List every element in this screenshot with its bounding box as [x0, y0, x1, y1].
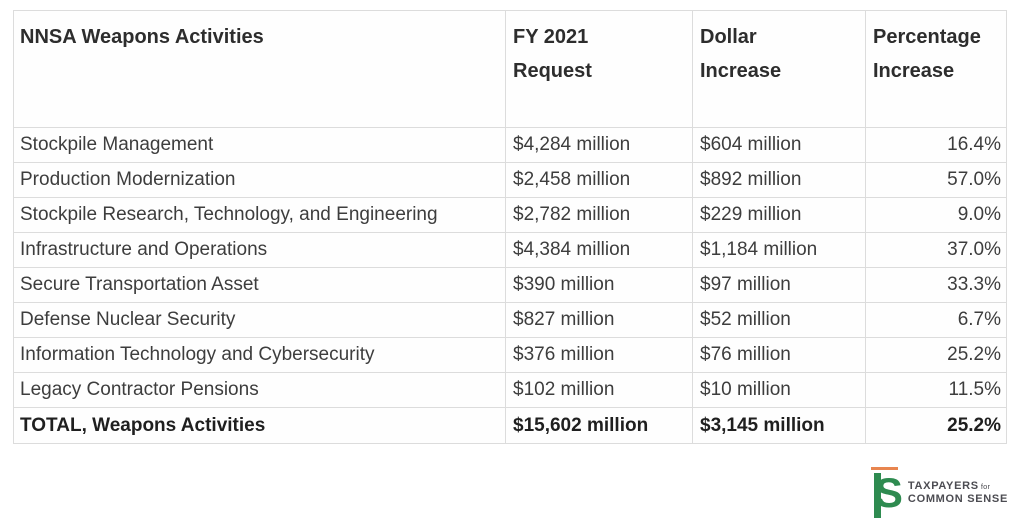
logo-wordmark: TAXPAYERS for COMMON SENSE [908, 480, 1008, 506]
cell-dollar: $52 million [692, 302, 866, 338]
dollar-sign-logo-icon: S [870, 467, 903, 519]
nnsa-budget-table: NNSA Weapons Activities FY 2021 Request … [13, 10, 1007, 444]
table-row: Production Modernization $2,458 million … [13, 162, 1007, 198]
cell-request: $2,458 million [505, 162, 693, 198]
cell-request: $376 million [505, 337, 693, 373]
cell-dollar: $229 million [692, 197, 866, 233]
cell-percentage: 11.5% [865, 372, 1007, 408]
cell-percentage: 9.0% [865, 197, 1007, 233]
cell-total-label: TOTAL, Weapons Activities [13, 407, 506, 444]
cell-activity: Defense Nuclear Security [13, 302, 506, 338]
cell-request: $4,384 million [505, 232, 693, 268]
cell-request: $4,284 million [505, 127, 693, 163]
logo-line2: COMMON SENSE [908, 493, 1008, 506]
cell-request: $390 million [505, 267, 693, 303]
cell-dollar: $604 million [692, 127, 866, 163]
cell-percentage: 25.2% [865, 337, 1007, 373]
cell-percentage: 16.4% [865, 127, 1007, 163]
cell-activity: Secure Transportation Asset [13, 267, 506, 303]
logo-taxpayers-text: TAXPAYERS [907, 480, 979, 492]
cell-dollar: $10 million [692, 372, 866, 408]
cell-request: $2,782 million [505, 197, 693, 233]
cell-dollar: $97 million [692, 267, 866, 303]
logo-common-sense-text: COMMON SENSE [907, 493, 1008, 505]
logo-dollar-stem [873, 473, 881, 518]
column-header-activities: NNSA Weapons Activities [13, 10, 506, 128]
table-row: Stockpile Management $4,284 million $604… [13, 127, 1007, 163]
table-row: Secure Transportation Asset $390 million… [13, 267, 1007, 303]
cell-activity: Legacy Contractor Pensions [13, 372, 506, 408]
cell-total-dollar: $3,145 million [692, 407, 866, 444]
cell-dollar: $76 million [692, 337, 866, 373]
cell-percentage: 57.0% [865, 162, 1007, 198]
cell-request: $827 million [505, 302, 693, 338]
table-row: Legacy Contractor Pensions $102 million … [13, 372, 1007, 408]
cell-activity: Production Modernization [13, 162, 506, 198]
cell-percentage: 37.0% [865, 232, 1007, 268]
cell-dollar: $892 million [692, 162, 866, 198]
logo-line1: TAXPAYERS for [908, 480, 1008, 493]
table-row: Defense Nuclear Security $827 million $5… [13, 302, 1007, 338]
cell-percentage: 6.7% [865, 302, 1007, 338]
taxpayers-common-sense-logo: S TAXPAYERS for COMMON SENSE [870, 467, 1008, 519]
logo-s-glyph: S [874, 469, 903, 516]
cell-activity: Infrastructure and Operations [13, 232, 506, 268]
cell-request: $102 million [505, 372, 693, 408]
cell-percentage: 33.3% [865, 267, 1007, 303]
column-header-dollar-increase: Dollar Increase [692, 10, 866, 128]
logo-orange-bar [870, 467, 898, 470]
table-header-row: NNSA Weapons Activities FY 2021 Request … [13, 10, 1007, 128]
logo-for-text: for [980, 482, 991, 491]
table-row: Stockpile Research, Technology, and Engi… [13, 197, 1007, 233]
nnsa-budget-table-container: NNSA Weapons Activities FY 2021 Request … [13, 10, 1007, 444]
column-header-fy2021-request: FY 2021 Request [505, 10, 693, 128]
cell-dollar: $1,184 million [692, 232, 866, 268]
table-row: Infrastructure and Operations $4,384 mil… [13, 232, 1007, 268]
cell-total-percentage: 25.2% [865, 407, 1007, 444]
cell-activity: Stockpile Research, Technology, and Engi… [13, 197, 506, 233]
column-header-percentage-increase: Percentage Increase [865, 10, 1007, 128]
cell-activity: Stockpile Management [13, 127, 506, 163]
table-total-row: TOTAL, Weapons Activities $15,602 millio… [13, 407, 1007, 444]
cell-activity: Information Technology and Cybersecurity [13, 337, 506, 373]
table-row: Information Technology and Cybersecurity… [13, 337, 1007, 373]
cell-total-request: $15,602 million [505, 407, 693, 444]
